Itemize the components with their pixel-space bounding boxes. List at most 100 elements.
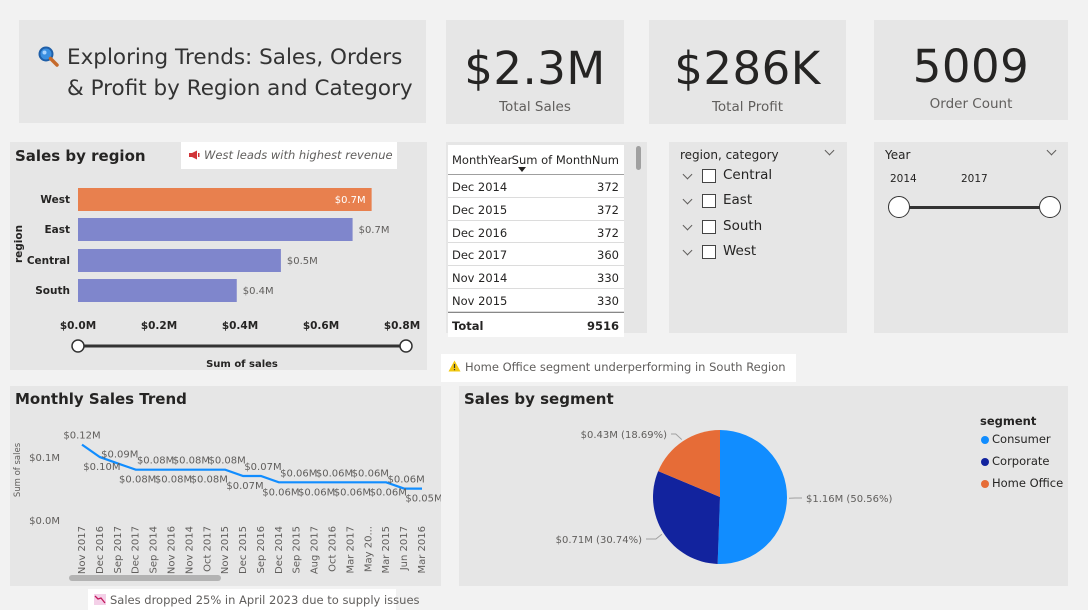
x-tick-label: May 20... xyxy=(363,526,374,572)
range-slider-end-handle[interactable] xyxy=(400,340,412,352)
year-slider-start-handle[interactable] xyxy=(888,196,910,218)
table-row[interactable]: Dec 2014 372 xyxy=(448,175,624,198)
cell-sum: 372 xyxy=(597,180,619,194)
slicer-checkbox[interactable] xyxy=(702,169,716,183)
expand-chevron-icon[interactable] xyxy=(683,245,693,255)
data-label: $0.08M xyxy=(209,456,246,467)
page-title: Exploring Trends: Sales, Orders & Profit… xyxy=(67,42,417,104)
x-tick-label: $0.8M xyxy=(384,320,420,332)
slicer-checkbox[interactable] xyxy=(702,194,716,208)
kpi-value: 5009 xyxy=(874,40,1068,93)
slicer-item-label[interactable]: Central xyxy=(723,167,772,183)
title-card: Exploring Trends: Sales, Orders & Profit… xyxy=(19,20,426,123)
expand-chevron-icon[interactable] xyxy=(683,195,693,205)
column-header-sum[interactable]: Sum of MonthNum xyxy=(512,153,619,167)
data-label: $0.5M xyxy=(287,256,318,267)
x-tick-label: Nov 2015 xyxy=(220,526,231,574)
table-total-row: Total 9516 xyxy=(448,312,624,337)
data-label: $0.09M xyxy=(101,449,138,460)
category-label: West xyxy=(40,194,70,206)
legend-item[interactable]: Consumer xyxy=(992,432,1051,446)
slicer-title: region, category xyxy=(680,148,779,162)
range-slider-start-handle[interactable] xyxy=(72,340,84,352)
column-header-monthyear[interactable]: MonthYear xyxy=(452,153,512,167)
data-label: $0.08M xyxy=(191,475,228,486)
year-end-value: 2017 xyxy=(961,173,988,185)
cell-monthyear: Dec 2015 xyxy=(452,203,507,217)
data-label: $0.71M (30.74%) xyxy=(556,535,642,546)
cell-monthyear: Dec 2014 xyxy=(452,180,507,194)
y-tick-label: $0.0M xyxy=(29,516,60,527)
x-tick-label: Nov 2016 xyxy=(166,526,177,574)
legend-item[interactable]: Home Office xyxy=(992,476,1063,490)
chevron-down-icon[interactable] xyxy=(1047,146,1057,156)
chevron-down-icon[interactable] xyxy=(825,146,835,156)
expand-chevron-icon[interactable] xyxy=(683,220,693,230)
table-row[interactable]: Dec 2015 372 xyxy=(448,198,624,221)
cell-sum: 330 xyxy=(597,271,619,285)
leader-line xyxy=(646,534,662,539)
category-label: Central xyxy=(27,255,70,267)
legend-marker[interactable] xyxy=(981,480,989,488)
kpi-value: $286K xyxy=(649,42,846,95)
slicer-item-label[interactable]: East xyxy=(723,192,752,208)
x-tick-label: Dec 2016 xyxy=(95,526,106,574)
slicer-checkbox[interactable] xyxy=(702,220,716,234)
pie-slice-consumer[interactable] xyxy=(718,430,787,564)
data-label: $0.08M xyxy=(155,475,192,486)
sort-desc-icon[interactable] xyxy=(518,167,526,172)
x-tick-label: Aug 2017 xyxy=(310,526,321,574)
cell-sum: 372 xyxy=(597,226,619,240)
data-label: $0.06M xyxy=(316,468,353,479)
month-table-card: MonthYear Sum of MonthNum Dec 2014 372 Dec… xyxy=(446,142,647,333)
horizontal-scrollbar[interactable] xyxy=(69,575,221,581)
table-row[interactable]: Nov 2015 330 xyxy=(448,289,624,312)
trend-chart-card: Monthly Sales Trend Sum of sales $0.0M $0… xyxy=(10,386,441,586)
table-row[interactable]: Dec 2016 372 xyxy=(448,221,624,244)
year-slider-end-handle[interactable] xyxy=(1039,196,1061,218)
data-label: $0.7M xyxy=(359,225,390,236)
region-note-text: West leads with highest revenue xyxy=(204,148,393,162)
data-label: $0.4M xyxy=(243,286,274,297)
x-tick-label: Dec 2017 xyxy=(131,526,142,574)
y-tick-label: $0.1M xyxy=(29,453,60,464)
legend-title: segment xyxy=(980,414,1036,428)
legend-marker[interactable] xyxy=(981,436,989,444)
cell-sum: 360 xyxy=(597,248,619,262)
region-category-slicer: region, category Central East South West xyxy=(669,142,847,333)
kpi-label: Total Profit xyxy=(649,99,846,115)
bar-central[interactable] xyxy=(78,249,281,272)
x-tick-label: Oct 2017 xyxy=(202,526,213,572)
month-table: MonthYear Sum of MonthNum Dec 2014 372 Dec… xyxy=(448,145,624,337)
y-axis-label: Sum of sales xyxy=(13,442,23,497)
data-label: $0.06M xyxy=(370,487,407,498)
bar-south[interactable] xyxy=(78,279,237,302)
legend-marker[interactable] xyxy=(981,458,989,466)
kpi-label: Order Count xyxy=(874,96,1068,112)
kpi-label: Total Sales xyxy=(446,99,624,115)
data-label: $0.06M xyxy=(298,487,335,498)
warning-icon xyxy=(448,360,461,372)
table-row[interactable]: Dec 2017 360 xyxy=(448,243,624,266)
kpi-total-profit: $286K Total Profit xyxy=(649,20,846,124)
trend-note-text: Sales dropped 25% in April 2023 due to s… xyxy=(110,593,420,607)
data-label: $0.06M xyxy=(387,475,424,486)
category-label: East xyxy=(44,224,70,236)
year-slider-track[interactable] xyxy=(899,206,1051,209)
slicer-item-label[interactable]: South xyxy=(723,218,762,234)
slicer-checkbox[interactable] xyxy=(702,245,716,259)
cell-monthyear: Dec 2017 xyxy=(452,248,507,262)
legend-item[interactable]: Corporate xyxy=(992,454,1050,468)
data-label: $0.06M xyxy=(334,487,371,498)
x-tick-label: Dec 2014 xyxy=(274,526,285,574)
x-tick-label: Nov 2017 xyxy=(77,526,88,574)
expand-chevron-icon[interactable] xyxy=(683,170,693,180)
slicer-item-label[interactable]: West xyxy=(723,243,756,259)
y-axis-label: region xyxy=(13,225,25,263)
x-tick-label: Oct 2016 xyxy=(328,526,339,572)
x-tick-label: Sep 2015 xyxy=(292,526,303,573)
table-row[interactable]: Nov 2014 330 xyxy=(448,266,624,289)
bar-east[interactable] xyxy=(78,218,353,241)
bar-west[interactable] xyxy=(78,188,372,211)
table-scrollbar[interactable] xyxy=(636,146,641,170)
